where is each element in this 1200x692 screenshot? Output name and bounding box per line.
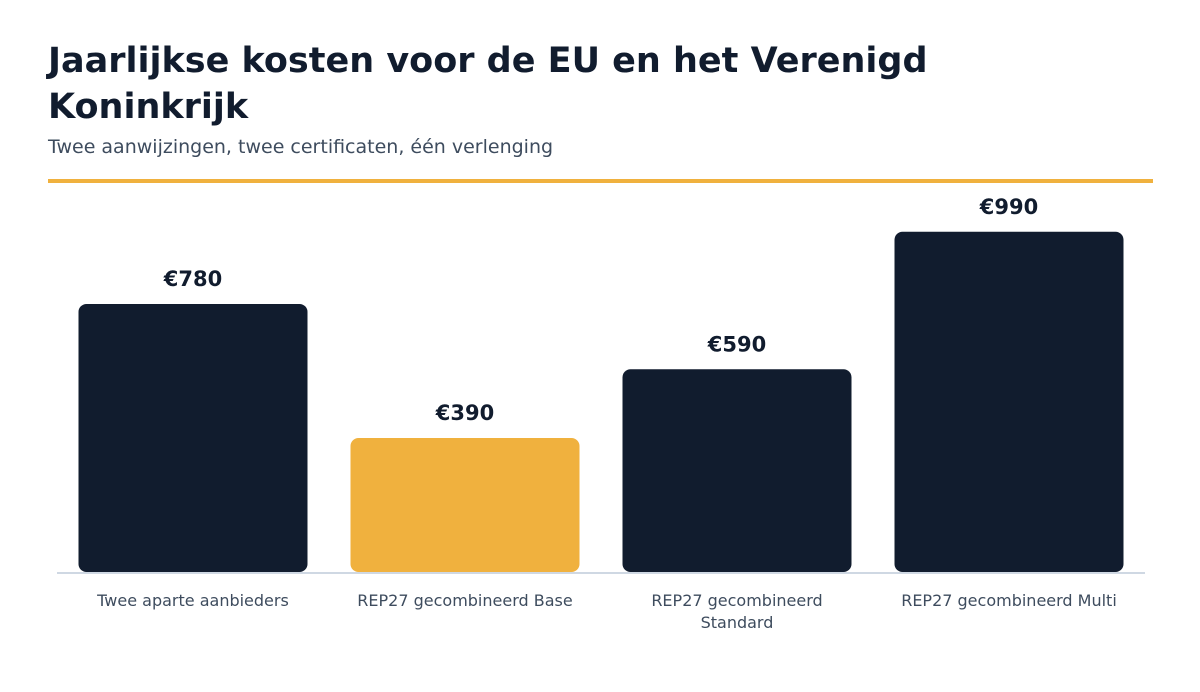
- bar-1: [78, 303, 308, 572]
- category-label-line: Standard: [701, 613, 774, 632]
- accent-divider: [48, 179, 1153, 183]
- value-label-3: €590: [707, 332, 766, 356]
- category-label-4: REP27 gecombineerd Multi: [901, 591, 1117, 610]
- bar-2: [350, 437, 580, 572]
- bar-3: [622, 369, 852, 572]
- value-label-4: €990: [979, 195, 1038, 219]
- category-label-3: REP27 gecombineerd Standard: [651, 591, 822, 632]
- category-label-line: REP27 gecombineerd: [651, 591, 822, 610]
- value-label-2: €390: [435, 401, 494, 425]
- category-label-line: REP27 gecombineerd Base: [357, 591, 572, 610]
- category-label-2: REP27 gecombineerd Base: [357, 591, 572, 610]
- category-label-line: REP27 gecombineerd Multi: [901, 591, 1117, 610]
- bar-4: [894, 231, 1124, 573]
- value-label-1: €780: [163, 267, 222, 291]
- category-label-1: Twee aparte aanbieders: [96, 591, 289, 610]
- chart-subtitle: Twee aanwijzingen, twee certificaten, éé…: [48, 136, 554, 158]
- category-label-line: Twee aparte aanbieders: [96, 591, 289, 610]
- chart-title: Jaarlijkse kosten voor de EU en het Vere…: [48, 41, 928, 127]
